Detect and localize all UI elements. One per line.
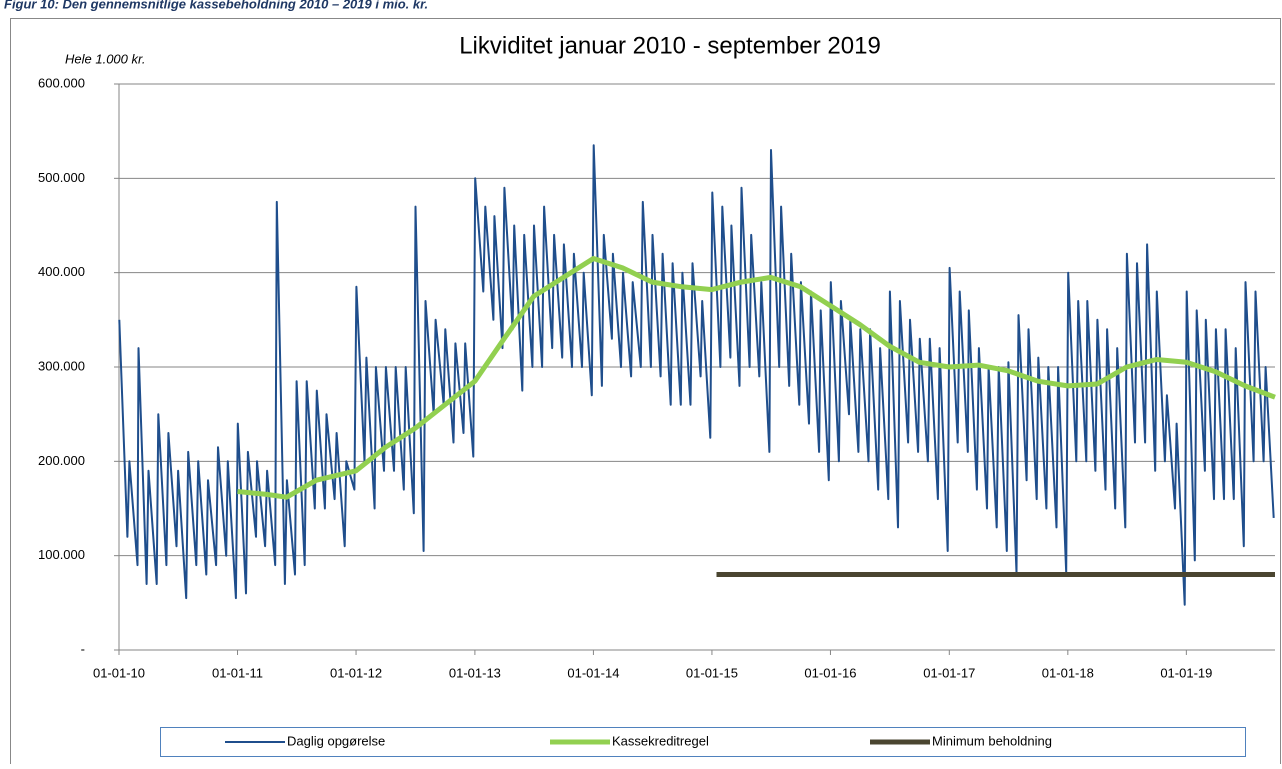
x-tick-label: 01-01-12 — [330, 665, 382, 680]
x-tick-label: 01-01-13 — [449, 665, 501, 680]
y-tick-label: 500.000 — [38, 170, 85, 185]
legend-label: Daglig opgørelse — [287, 733, 385, 748]
y-tick-label: 300.000 — [38, 358, 85, 373]
x-tick-label: 01-01-11 — [212, 665, 263, 680]
caption: Figur 10: Den gennemsnitlige kassebehold… — [4, 0, 428, 11]
y-tick-label: - — [81, 641, 85, 656]
x-tick-label: 01-01-15 — [686, 665, 738, 680]
x-tick-label: 01-01-19 — [1160, 665, 1212, 680]
y-tick-label: 400.000 — [38, 264, 85, 279]
series-line — [237, 256, 1276, 500]
chart-title: Likviditet januar 2010 - september 2019 — [459, 32, 881, 59]
x-tick-label: 01-01-17 — [923, 665, 975, 680]
legend-label: Kassekreditregel — [612, 733, 709, 748]
x-tick-label: 01-01-18 — [1042, 665, 1094, 680]
y-tick-label: 200.000 — [38, 453, 85, 468]
y-tick-label: 100.000 — [38, 547, 85, 562]
x-tick-label: 01-01-10 — [93, 665, 145, 680]
legend-label: Minimum beholdning — [932, 733, 1052, 748]
legend-box — [160, 727, 1246, 757]
chart-border — [10, 18, 1281, 769]
y-unit-label: Hele 1.000 kr. — [65, 51, 145, 66]
x-tick-label: 01-01-14 — [567, 665, 619, 680]
series-line — [118, 144, 1275, 606]
x-tick-label: 01-01-16 — [804, 665, 856, 680]
y-tick-label: 600.000 — [38, 75, 85, 90]
